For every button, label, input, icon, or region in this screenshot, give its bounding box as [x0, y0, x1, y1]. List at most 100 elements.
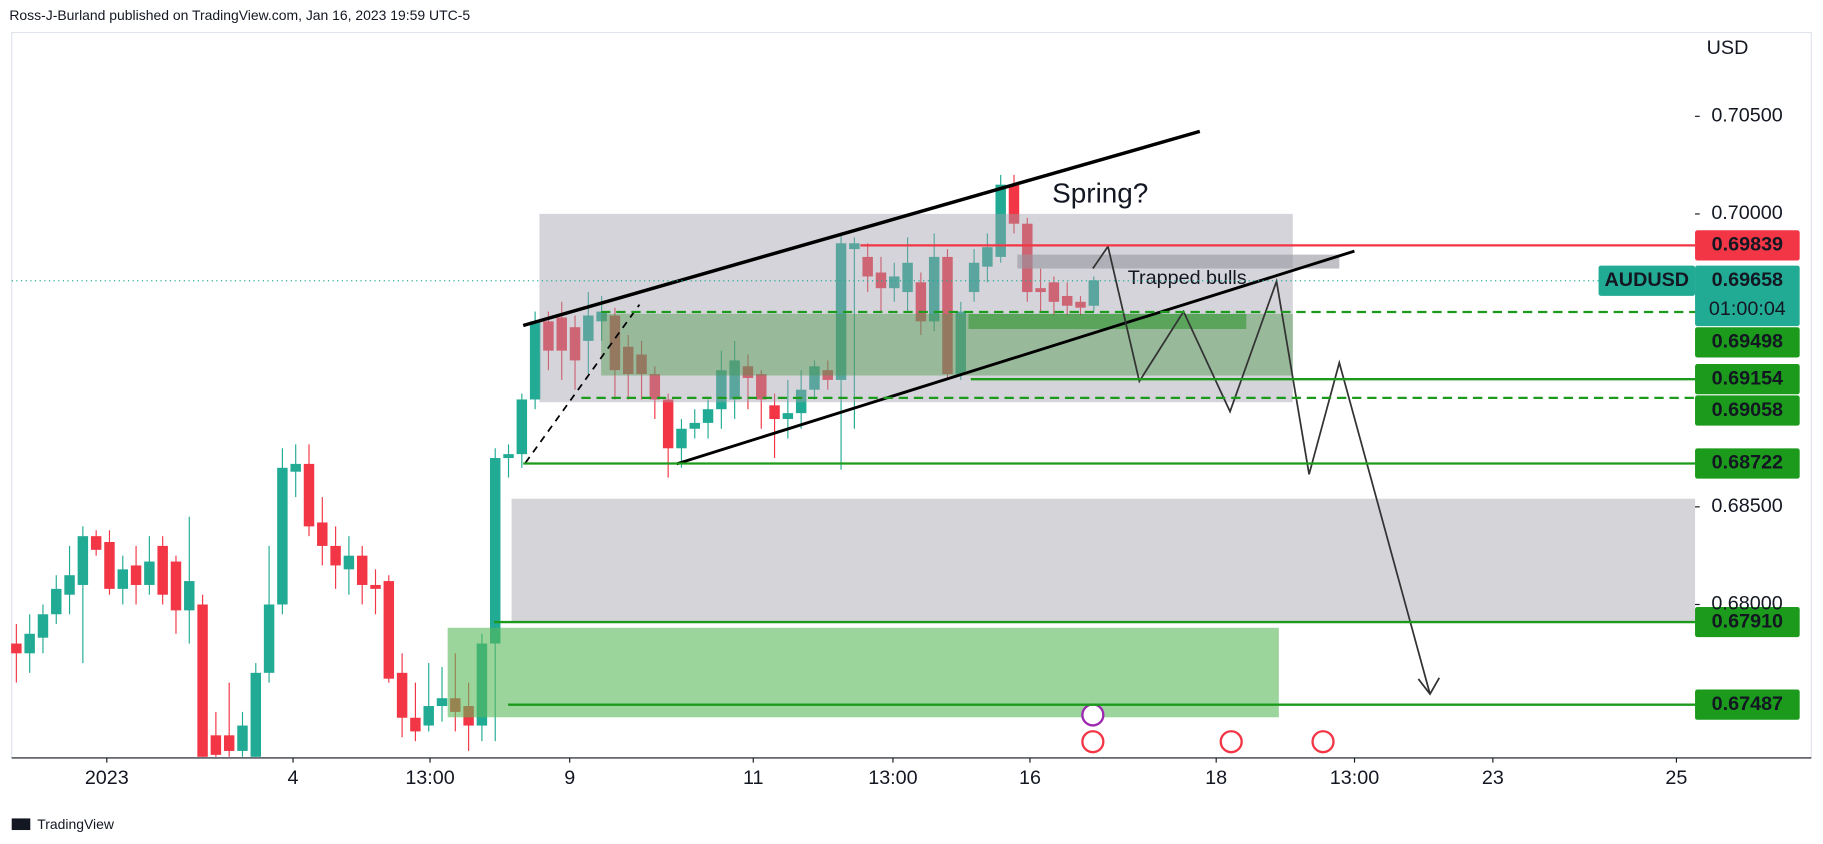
- price-tag-label: 0.69839: [1712, 234, 1783, 256]
- candle-body: [1008, 184, 1020, 224]
- candle-body: [662, 399, 674, 449]
- candle-body: [835, 243, 847, 380]
- candle-body: [902, 262, 913, 293]
- candle-body: [237, 725, 248, 751]
- x-tick-label: 13:00: [405, 767, 454, 789]
- candle-body: [862, 256, 873, 277]
- symbol-label: AUDUSD: [1605, 269, 1690, 291]
- candle-body: [436, 698, 448, 707]
- candle-body: [90, 536, 102, 550]
- candle-body: [623, 346, 634, 375]
- candle-body: [184, 581, 195, 611]
- candle-body: [317, 522, 328, 546]
- trap-box: [1017, 254, 1340, 269]
- candle-body: [303, 463, 315, 527]
- price-tag: [1695, 364, 1800, 395]
- axes: USD 2023 4 13:00 9 11 13:00 16 18 13:00 23 25 0.705…: [85, 37, 1783, 789]
- candle-body: [396, 672, 408, 718]
- candle-body: [795, 389, 807, 414]
- candle-body: [955, 311, 967, 375]
- candle-body: [769, 405, 780, 419]
- countdown-label: 01:00:04: [1709, 298, 1786, 320]
- demand-strip: [968, 313, 1247, 329]
- candle-body: [117, 569, 129, 589]
- candle-body: [928, 256, 940, 322]
- candle-body: [423, 706, 434, 726]
- event-icon: [1311, 730, 1335, 754]
- footer-logo: TradingView: [11, 816, 115, 832]
- candle-body: [1088, 280, 1100, 306]
- candle-body: [756, 374, 767, 400]
- candle-body: [636, 354, 647, 375]
- upper-trendline: [522, 129, 1201, 328]
- price-tag-label: 0.69658: [1712, 269, 1783, 291]
- candle-body: [822, 370, 833, 380]
- x-tick-label: 11: [743, 767, 764, 789]
- candle-body: [968, 262, 980, 293]
- candle-body: [51, 588, 62, 615]
- x-tick-label: 16: [1019, 767, 1041, 789]
- support-box: [447, 627, 1279, 718]
- y-tick-label: 0.70000: [1711, 202, 1782, 224]
- candle-body: [716, 370, 727, 410]
- price-tag-label: 0.68722: [1712, 452, 1783, 474]
- candle-body: [130, 565, 142, 585]
- candle-body: [290, 463, 301, 472]
- candle-body: [356, 555, 368, 585]
- candle-body: [982, 247, 993, 267]
- candle-body: [330, 545, 341, 566]
- candle-body: [689, 422, 700, 429]
- event-icon: [1081, 703, 1105, 727]
- price-tag-label: 0.69498: [1712, 331, 1783, 353]
- candle-body: [197, 604, 208, 757]
- price-tag: [1695, 606, 1800, 638]
- candle-body: [875, 272, 887, 289]
- candle-body: [1061, 295, 1073, 306]
- currency-label: USD: [1707, 37, 1749, 59]
- candle-body: [596, 311, 607, 322]
- candle-body: [915, 282, 927, 322]
- candle-body: [942, 256, 953, 375]
- candle-body: [729, 360, 740, 400]
- candle-body: [277, 467, 288, 605]
- candle-body: [569, 327, 581, 361]
- candles: [11, 174, 1100, 757]
- candle-body: [370, 584, 381, 589]
- price-tag: [1695, 689, 1800, 720]
- candle-body: [1075, 301, 1086, 308]
- candle-body: [742, 366, 754, 378]
- x-tick-label: 4: [288, 767, 299, 789]
- levels: 0.69839 0.69658 01:00:04 AUDUSD 0.69498 0.691…: [11, 230, 1800, 720]
- candle-body: [210, 735, 222, 755]
- candle-body: [609, 315, 621, 371]
- x-tick-label: 13:00: [1330, 767, 1379, 789]
- candle-body: [37, 614, 49, 638]
- price-tag: [1695, 230, 1800, 261]
- candle-body: [383, 581, 395, 679]
- candle-body: [263, 604, 275, 673]
- y-tick-label: 0.70500: [1711, 105, 1782, 127]
- price-tag: [1695, 265, 1800, 327]
- drawings: Spring? Trapped bulls: [447, 129, 1696, 754]
- x-tick-label: 13:00: [868, 767, 917, 789]
- price-tag-label: 0.67487: [1712, 693, 1783, 715]
- candle-body: [503, 454, 514, 459]
- candle-body: [104, 542, 115, 589]
- price-tag: [1695, 448, 1800, 479]
- candle-body: [77, 536, 89, 585]
- price-tag-label: 0.67910: [1712, 610, 1783, 632]
- candle-body: [223, 735, 235, 751]
- logo-mark: [11, 818, 31, 831]
- candle-body: [144, 561, 155, 585]
- candle-body: [343, 555, 355, 570]
- lower-trendline: [676, 249, 1355, 466]
- candle-body: [1048, 282, 1060, 302]
- price-tag: [1695, 395, 1800, 426]
- annotation: Spring?: [1052, 178, 1148, 209]
- price-tag: [1695, 327, 1800, 358]
- annotation: Trapped bulls: [1128, 267, 1247, 289]
- x-tick-label: 25: [1665, 767, 1687, 789]
- price-tag-label: 0.69154: [1712, 367, 1783, 389]
- candle-body: [782, 413, 794, 419]
